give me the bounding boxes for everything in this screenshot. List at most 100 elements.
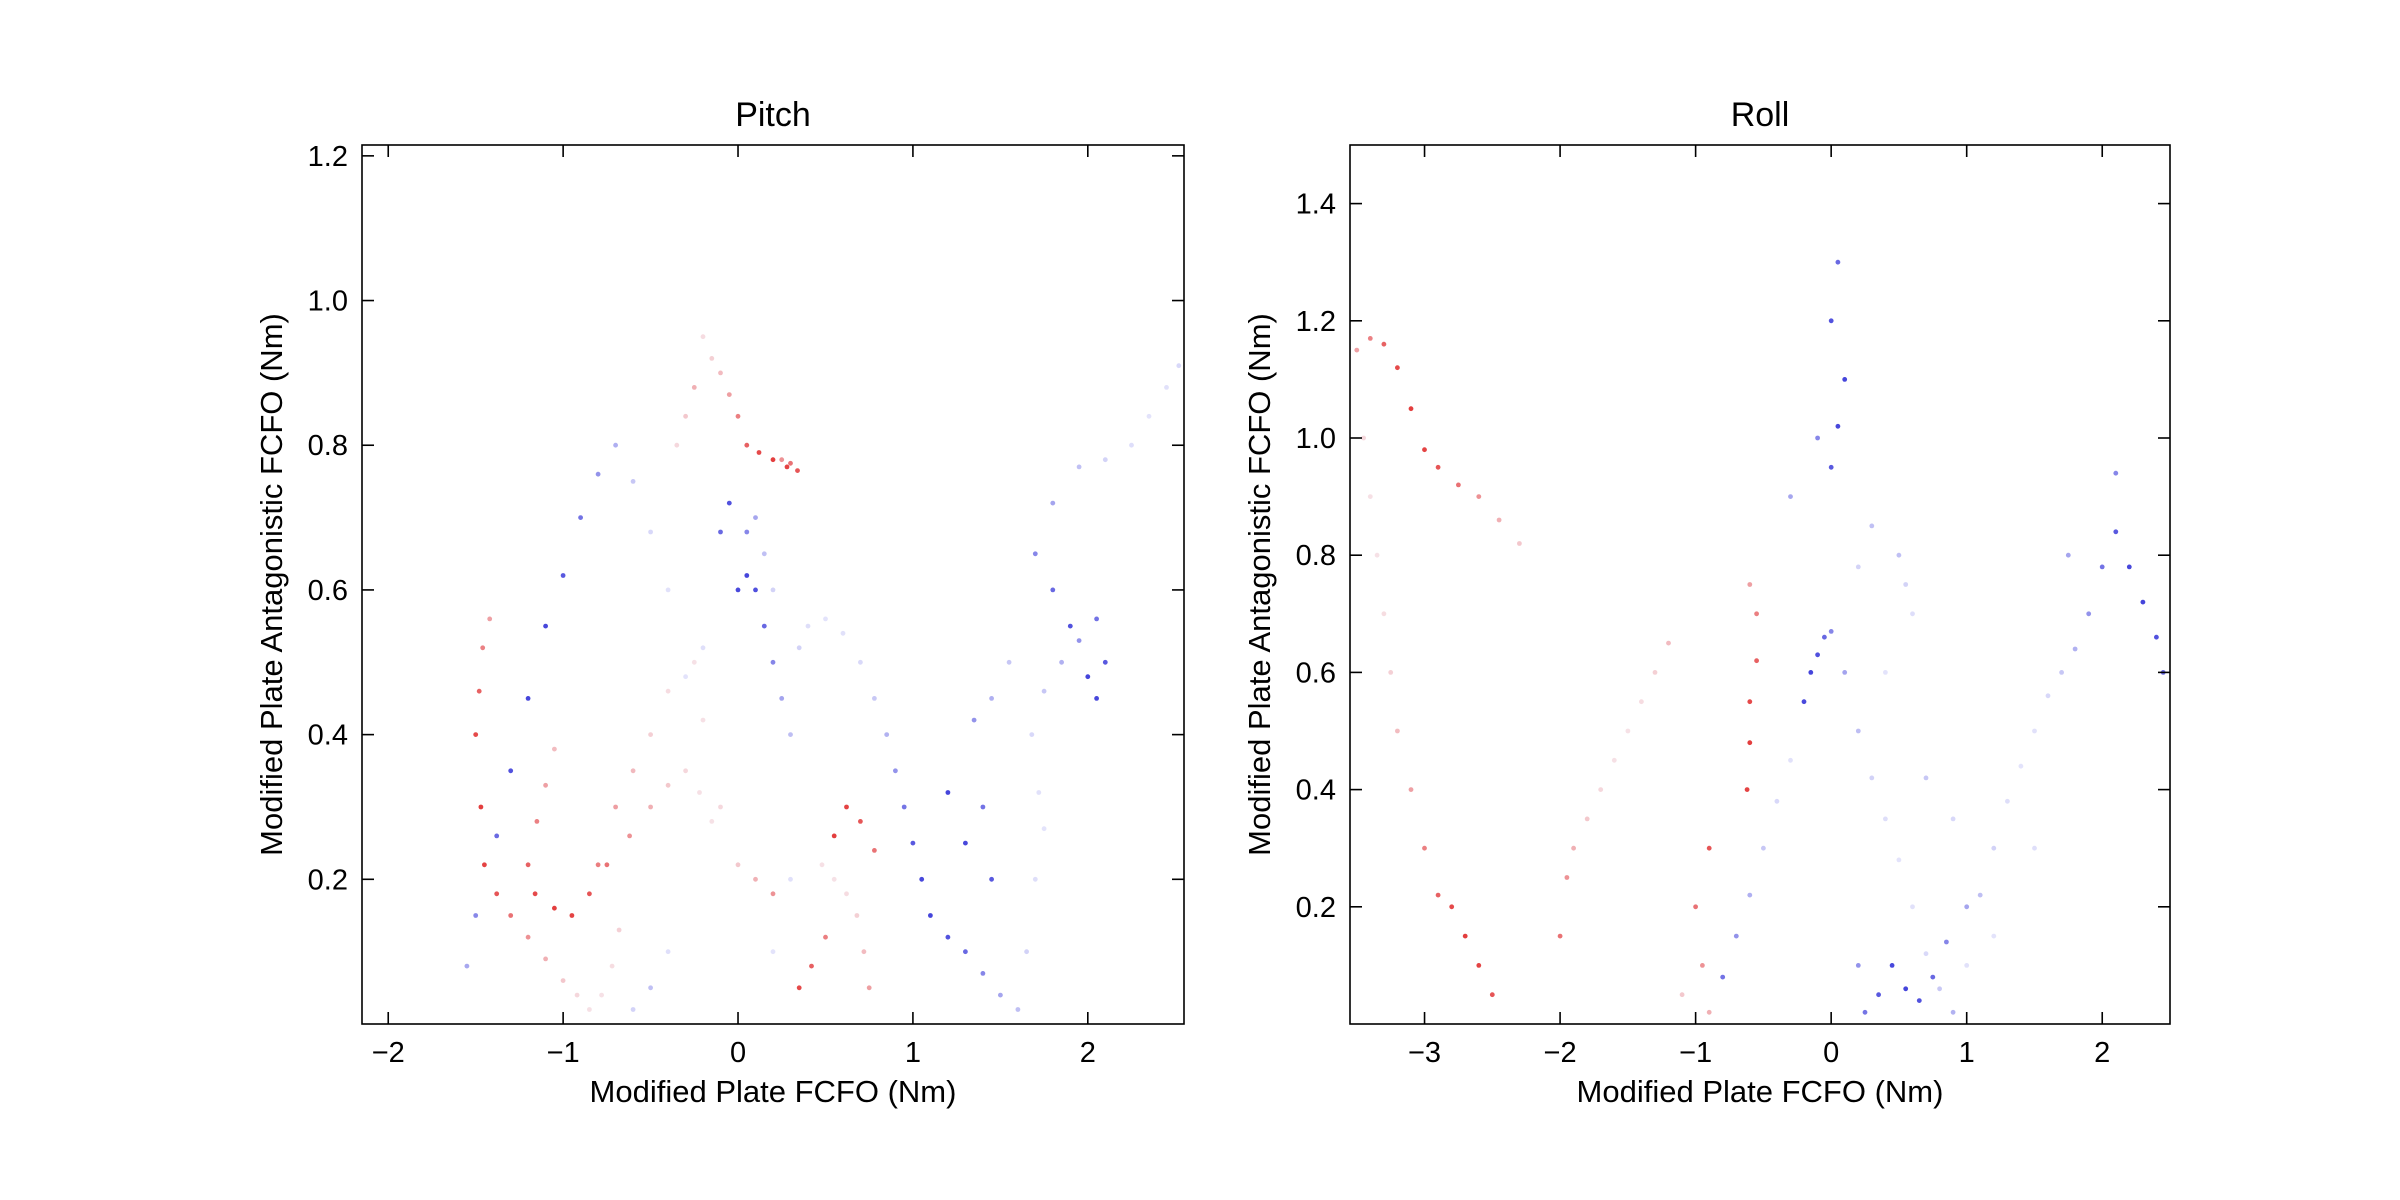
pitch-data-point bbox=[570, 913, 575, 918]
pitch-data-point bbox=[788, 461, 793, 466]
pitch-data-point bbox=[820, 862, 825, 867]
pitch-x-tick-label: 2 bbox=[1080, 1037, 1096, 1069]
pitch-data-point bbox=[578, 515, 583, 520]
pitch-x-tick-label: 0 bbox=[730, 1037, 746, 1069]
pitch-data-point bbox=[477, 689, 482, 694]
roll-data-point bbox=[1517, 541, 1522, 546]
roll-data-point bbox=[1991, 934, 1996, 939]
pitch-data-point bbox=[1068, 624, 1073, 629]
roll-data-point bbox=[1775, 799, 1780, 804]
pitch-data-point bbox=[683, 674, 688, 679]
pitch-data-point bbox=[666, 783, 671, 788]
roll-data-point bbox=[1745, 787, 1750, 792]
pitch-data-point bbox=[526, 935, 531, 940]
roll-data-point bbox=[2073, 647, 2078, 652]
pitch-data-point bbox=[858, 660, 863, 665]
pitch-data-point bbox=[1016, 1007, 1021, 1012]
roll-data-point bbox=[1463, 934, 1468, 939]
pitch-data-point bbox=[692, 660, 697, 665]
pitch-data-point bbox=[736, 588, 741, 593]
pitch-data-point bbox=[543, 957, 548, 962]
pitch-data-point bbox=[1147, 414, 1152, 419]
pitch-title: Pitch bbox=[735, 96, 811, 134]
roll-data-point bbox=[2005, 799, 2010, 804]
roll-data-point bbox=[1734, 934, 1739, 939]
pitch-data-point bbox=[753, 877, 758, 882]
pitch-data-point bbox=[718, 805, 723, 810]
roll-y-tick-label: 0.2 bbox=[1296, 892, 1336, 924]
roll-data-point bbox=[1856, 963, 1861, 968]
pitch-data-point bbox=[788, 877, 793, 882]
pitch-data-point bbox=[902, 805, 907, 810]
pitch-data-point bbox=[683, 768, 688, 773]
roll-data-point bbox=[1368, 494, 1373, 499]
roll-data-point bbox=[1829, 318, 1834, 323]
pitch-data-point bbox=[736, 414, 741, 419]
roll-data-point bbox=[1388, 670, 1393, 675]
roll-data-point bbox=[1422, 447, 1427, 452]
roll-data-point bbox=[1558, 934, 1563, 939]
pitch-data-point bbox=[709, 356, 714, 361]
pitch-data-point bbox=[648, 805, 653, 810]
roll-data-point bbox=[1747, 893, 1752, 898]
pitch-data-point bbox=[862, 949, 867, 954]
roll-data-point bbox=[1598, 787, 1603, 792]
roll-data-point bbox=[1375, 553, 1380, 558]
pitch-data-point bbox=[465, 964, 470, 969]
roll-data-point bbox=[1456, 483, 1461, 488]
pitch-data-point bbox=[692, 385, 697, 390]
roll-data-point bbox=[1382, 342, 1387, 347]
roll-data-point bbox=[1883, 670, 1888, 675]
pitch-data-point bbox=[535, 819, 540, 824]
pitch-data-point bbox=[998, 993, 1003, 998]
roll-data-point bbox=[1754, 658, 1759, 663]
roll-data-point bbox=[1836, 424, 1841, 429]
pitch-data-point bbox=[727, 501, 732, 506]
pitch-data-point bbox=[771, 588, 776, 593]
roll-data-point bbox=[1747, 740, 1752, 745]
pitch-data-point bbox=[631, 1007, 636, 1012]
pitch-data-point bbox=[1029, 732, 1034, 737]
roll-title: Roll bbox=[1731, 96, 1790, 134]
pitch-data-point bbox=[605, 862, 610, 867]
roll-data-point bbox=[1842, 670, 1847, 675]
pitch-data-point bbox=[648, 985, 653, 990]
pitch-data-point bbox=[928, 913, 933, 918]
roll-y-tick-label: 0.4 bbox=[1296, 775, 1336, 807]
roll-data-point bbox=[1964, 904, 1969, 909]
pitch-data-point bbox=[494, 891, 499, 896]
roll-data-point bbox=[1836, 260, 1841, 265]
roll-x-tick-label: 1 bbox=[1959, 1037, 1975, 1069]
roll-data-point bbox=[1951, 1010, 1956, 1015]
roll-data-point bbox=[2127, 565, 2132, 570]
pitch-data-point bbox=[617, 928, 622, 933]
roll-data-point bbox=[1876, 992, 1881, 997]
roll-y-tick-label: 1.0 bbox=[1296, 423, 1336, 455]
roll-data-point bbox=[2046, 693, 2051, 698]
roll-data-point bbox=[1829, 465, 1834, 470]
roll-data-point bbox=[1449, 904, 1454, 909]
roll-data-point bbox=[2086, 611, 2091, 616]
pitch-data-point bbox=[753, 588, 758, 593]
pitch-y-tick-label: 0.8 bbox=[308, 430, 348, 462]
pitch-data-point bbox=[631, 768, 636, 773]
pitch-data-point bbox=[762, 551, 767, 556]
roll-x-tick-label: −1 bbox=[1679, 1037, 1712, 1069]
roll-data-point bbox=[1930, 975, 1935, 980]
roll-data-point bbox=[1497, 518, 1502, 523]
roll-data-point bbox=[1490, 992, 1495, 997]
roll-data-point bbox=[1944, 940, 1949, 945]
pitch-data-point bbox=[1103, 457, 1108, 462]
pitch-data-point bbox=[1007, 660, 1012, 665]
pitch-x-axis-label: Modified Plate FCFO (Nm) bbox=[590, 1074, 957, 1109]
pitch-data-point bbox=[946, 790, 951, 795]
pitch-data-point bbox=[844, 805, 849, 810]
pitch-data-point bbox=[779, 457, 784, 462]
pitch-data-point bbox=[884, 732, 889, 737]
roll-data-point bbox=[2032, 729, 2037, 734]
pitch-data-point bbox=[508, 913, 513, 918]
pitch-data-point bbox=[844, 891, 849, 896]
pitch-data-point bbox=[1050, 588, 1055, 593]
roll-data-point bbox=[1395, 365, 1400, 370]
roll-data-point bbox=[1869, 524, 1874, 529]
